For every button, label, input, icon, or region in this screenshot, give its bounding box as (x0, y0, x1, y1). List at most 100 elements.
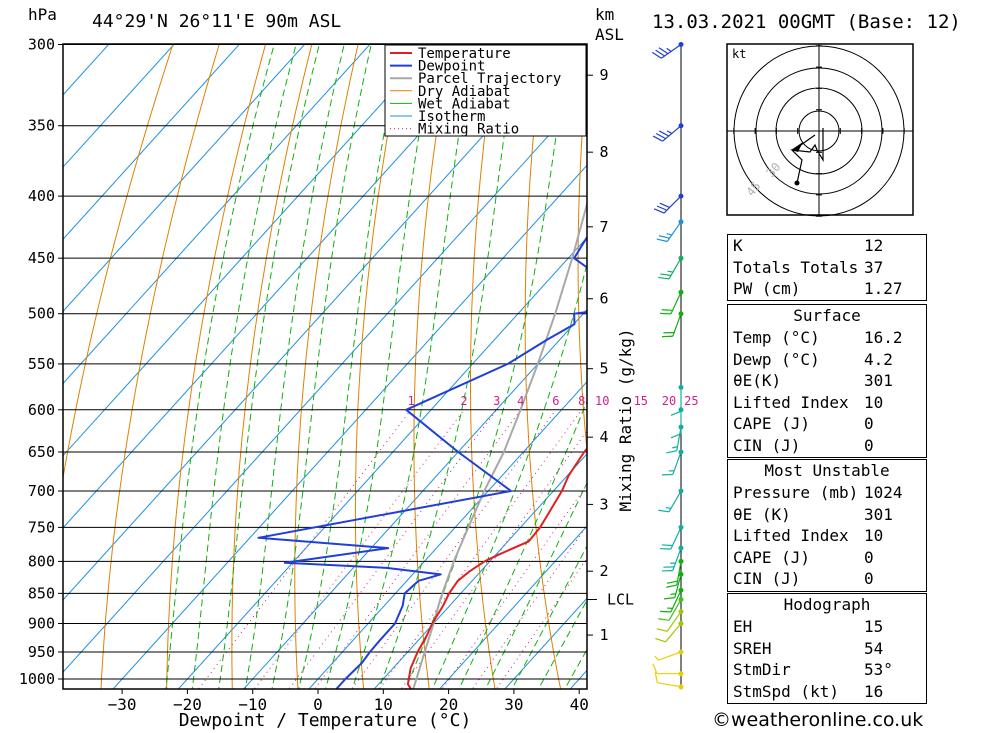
index-row-totals: Totals Totals 37 (728, 257, 926, 279)
wet-adiabat-line (191, 44, 297, 689)
wind-barb (664, 571, 684, 600)
pressure-tick-label: 450 (28, 249, 55, 267)
height-tick-label: 6 (599, 290, 608, 308)
wind-barb-flag (666, 580, 678, 584)
mixing-ratio-label: 4 (517, 394, 524, 408)
datetime-label: 13.03.2021 00GMT (Base: 12) (652, 11, 961, 33)
wind-barb (662, 449, 684, 476)
wind-barb-flag (658, 618, 670, 621)
dry-adiabat-line (166, 44, 267, 689)
surface-label: Temp (°C) (733, 328, 820, 347)
wind-barb (655, 620, 684, 643)
wind-barb (656, 219, 684, 243)
isotherm-line (438, 525, 587, 689)
hodo-value: 15 (864, 617, 884, 636)
wind-barb-flag (658, 276, 670, 280)
wind-barb-flag (651, 51, 662, 59)
mixing-ratio-label: 25 (684, 394, 698, 408)
height-tick-label: 9 (599, 66, 608, 84)
surface-row: Dewp (°C) 4.2 (728, 349, 926, 371)
wind-barb-halfflag (670, 593, 676, 595)
wind-barb-flag (652, 663, 658, 674)
surface-label: Dewp (°C) (733, 349, 820, 369)
mixing-ratio-label: 20 (662, 394, 676, 408)
hodograph-start-dot (794, 180, 800, 186)
pressure-tick-label: 600 (28, 401, 55, 419)
wind-barb-flag (658, 47, 669, 55)
wet-adiabat-line (458, 399, 587, 689)
legend-entry-label: Dry Adiabat (418, 84, 511, 100)
wet-adiabat-line (405, 44, 570, 689)
height-tick-label: 4 (599, 428, 608, 446)
surface-label: CAPE (J) (733, 414, 811, 433)
surface-title: Surface (793, 306, 861, 325)
mixing-ratio-label: 8 (578, 394, 585, 408)
isotherm-line (63, 92, 587, 673)
dry-adiabat-line (100, 44, 220, 689)
legend-entry-label: Parcel Trajectory (418, 71, 561, 87)
mu-value: 1024 (864, 483, 903, 502)
wind-barb (654, 672, 684, 690)
hodo-value: 53° (864, 660, 893, 679)
km-unit-label: km (595, 5, 614, 24)
wind-barb-flag (661, 544, 673, 547)
wind-barb-staff (666, 611, 682, 632)
temperature-tick-label: 0 (313, 695, 323, 714)
index-value: 12 (864, 236, 884, 255)
wind-barb-flag (660, 610, 671, 613)
wind-barb-flag (670, 410, 682, 416)
wind-barb (652, 663, 684, 677)
wind-barb-flag (670, 433, 682, 439)
wind-barb-flag (666, 450, 677, 454)
wind-barb-staff (657, 682, 682, 688)
temperature-tick-label: −20 (173, 695, 202, 714)
wind-barb-flag (660, 312, 671, 315)
temperature-tick-label: −30 (108, 695, 137, 714)
surface-value: 4.2 (864, 349, 893, 369)
mixing-ratio-label: 10 (595, 394, 609, 408)
wind-barb-flag (666, 584, 677, 588)
mixing-ratio-axis-label: Mixing Ratio (g/kg) (616, 328, 635, 511)
hodograph-table-panel: Hodograph EH 15 SREH 54 StmDir 53° StmSpd (… (727, 593, 927, 704)
hodo-label: StmDir (733, 660, 791, 679)
wind-barb-staff (658, 651, 682, 661)
wind-barb-flag (655, 49, 665, 57)
dry-adiabat-line (63, 44, 174, 481)
surface-row: θE(K) 301 (728, 370, 926, 392)
pressure-tick-label: 900 (28, 614, 55, 632)
wind-barb (656, 609, 684, 632)
parcel-trajectory-line (412, 200, 587, 689)
hpa-unit-label: hPa (28, 5, 57, 24)
pressure-tick-label: 1000 (19, 670, 55, 688)
temperature-tick-label: 20 (439, 695, 458, 714)
wind-barb (660, 289, 684, 315)
isotherm-line (63, 44, 110, 96)
wet-adiabat-line (244, 44, 345, 689)
mu-row: CIN (J) 0 (728, 568, 926, 590)
wet-adiabat-line (484, 481, 587, 689)
pressure-tick-label: 500 (28, 305, 55, 323)
mu-label: CIN (J) (733, 569, 801, 588)
wind-barb (653, 193, 684, 214)
wind-barb (666, 558, 684, 588)
index-row-k: K 12 (728, 235, 926, 257)
wind-barb (670, 407, 684, 439)
mixing-ratio-line (288, 409, 498, 689)
wind-barb (662, 311, 684, 338)
wind-barb-flag (660, 273, 672, 277)
wind-barb-halfflag (667, 270, 674, 273)
isotherm-line (373, 453, 587, 689)
hodograph-trace (790, 128, 824, 184)
legend-entry-label: Wet Adiabat (418, 96, 511, 112)
surface-value: 301 (864, 371, 893, 390)
legend-entry-label: Dewpoint (418, 59, 485, 75)
wind-barb-halfflag (654, 655, 659, 661)
wind-barb-staff (670, 291, 682, 315)
hodo-row: StmDir 53° (728, 659, 926, 681)
dry-adiabat-line (413, 44, 452, 689)
dry-adiabat-line (231, 44, 313, 689)
index-row-pw: PW (cm) 1.27 (728, 278, 926, 300)
height-tick-label: 1 (599, 626, 608, 644)
surface-value: 16.2 (864, 328, 903, 347)
